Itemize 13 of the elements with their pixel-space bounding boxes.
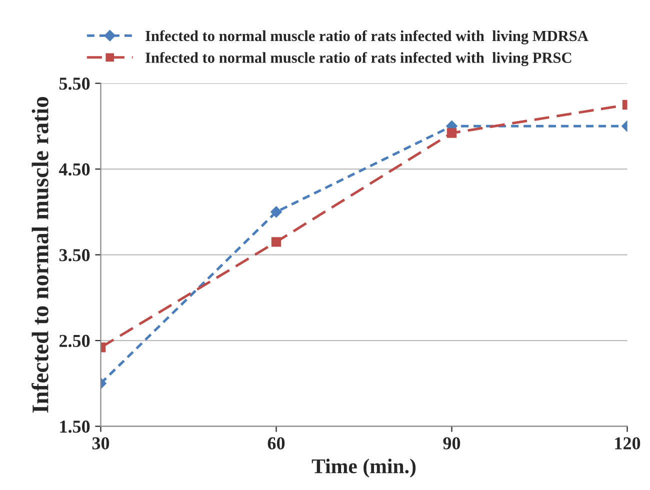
x-tick-label: 30 <box>92 437 110 450</box>
x-axis-title: Time (min.) <box>312 458 416 478</box>
x-tick-label: 90 <box>443 437 460 450</box>
legend-label: Infected to normal muscle ratio of rats infected with living PRSC <box>146 52 572 66</box>
y-tick-label: 1.50 <box>60 420 90 433</box>
x-tick-label: 120 <box>615 437 640 450</box>
x-tick-label: 60 <box>268 437 285 450</box>
y-tick-label: 4.50 <box>58 163 90 176</box>
y-axis-title: Infected to normal muscle ratio <box>32 97 48 413</box>
y-tick-label: 3.50 <box>59 249 90 262</box>
legend-label: Infected to normal muscle ratio of rats infected with living MDRSA <box>146 30 588 44</box>
y-tick-label: 2.50 <box>59 334 90 348</box>
y-tick-label: 5.50 <box>59 78 90 90</box>
